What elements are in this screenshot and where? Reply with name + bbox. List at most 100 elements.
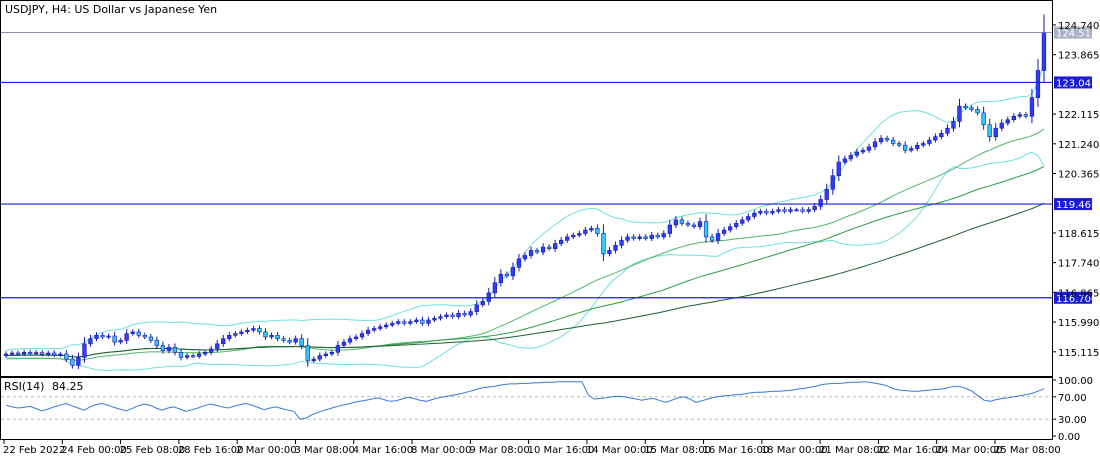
candle[interactable] [577,230,582,238]
candle[interactable] [565,233,570,243]
candle[interactable] [752,209,757,220]
candle[interactable] [691,222,697,229]
candle[interactable] [727,223,733,233]
candle[interactable] [215,339,220,352]
candle[interactable] [957,98,962,128]
candle[interactable] [740,216,745,226]
candle[interactable] [468,308,473,318]
candle[interactable] [100,332,105,340]
candle[interactable] [788,207,793,214]
candle[interactable] [27,349,33,356]
candle[interactable] [251,325,256,333]
candle[interactable] [528,246,534,259]
candle[interactable] [884,135,890,143]
candle[interactable] [848,152,854,162]
candle[interactable] [854,148,860,158]
candle[interactable] [293,335,298,345]
candle[interactable] [426,316,431,327]
candle[interactable] [257,325,262,335]
candle[interactable] [800,207,805,214]
candle[interactable] [94,332,99,342]
candle[interactable] [794,207,799,212]
candle[interactable] [142,332,147,340]
candle[interactable] [583,226,588,237]
candle[interactable] [33,350,39,356]
candle[interactable] [148,333,154,344]
candle[interactable] [420,316,425,327]
candle[interactable] [734,220,739,230]
candle[interactable] [3,351,9,358]
candle[interactable] [245,327,250,335]
candle[interactable] [184,353,190,360]
candle[interactable] [981,106,986,130]
candle[interactable] [305,338,310,367]
candle[interactable] [969,105,974,112]
candle[interactable] [685,220,691,228]
candle[interactable] [836,155,841,182]
candle[interactable] [1023,111,1029,119]
candle[interactable] [709,233,715,243]
candle[interactable] [335,341,341,356]
candle[interactable] [673,216,679,229]
candle[interactable] [311,356,316,363]
candle[interactable] [504,271,510,279]
candle[interactable] [359,330,365,340]
candle[interactable] [715,229,721,244]
candle[interactable] [721,226,727,237]
candle[interactable] [607,247,612,257]
candle[interactable] [172,343,178,356]
candle[interactable] [643,234,648,241]
candle[interactable] [939,130,944,140]
candle[interactable] [619,236,624,249]
candle[interactable] [764,208,769,216]
candle[interactable] [46,350,51,357]
candle[interactable] [909,145,914,153]
candle[interactable] [402,319,407,326]
candle[interactable] [770,208,775,216]
candle[interactable] [221,334,226,347]
candle[interactable] [945,124,950,137]
candle[interactable] [516,253,522,272]
candle[interactable] [896,140,902,148]
candle[interactable] [993,123,998,141]
candle[interactable] [353,334,359,341]
candle[interactable] [510,262,516,280]
candle[interactable] [474,300,479,316]
candle[interactable] [963,103,968,110]
candle[interactable] [697,217,703,230]
candle[interactable] [589,225,594,233]
candle[interactable] [456,310,461,320]
candle[interactable] [166,343,172,354]
candle[interactable] [498,269,504,287]
candle[interactable] [552,239,558,252]
candle[interactable] [154,336,160,349]
candle[interactable] [758,208,763,216]
candle[interactable] [39,350,45,357]
candle[interactable] [462,310,467,318]
candle[interactable] [438,314,443,321]
candle[interactable] [390,320,395,328]
candle[interactable] [15,350,21,356]
candle[interactable] [951,116,956,132]
candle[interactable] [329,349,335,357]
candle[interactable] [999,119,1004,132]
candle[interactable] [927,136,932,147]
candle[interactable] [383,322,389,329]
candle[interactable] [299,334,304,350]
candle[interactable] [371,325,377,333]
candle[interactable] [872,137,878,150]
candle[interactable] [522,252,528,262]
candle[interactable] [233,330,238,338]
candle[interactable] [124,329,129,344]
candle[interactable] [263,328,268,341]
candle[interactable] [281,336,286,343]
candle[interactable] [52,350,57,358]
candle[interactable] [571,232,576,239]
candle[interactable] [365,327,371,337]
candle[interactable] [933,133,938,143]
candle[interactable] [9,350,15,356]
candle[interactable] [806,207,811,214]
candle[interactable] [915,141,920,152]
candle[interactable] [70,354,75,369]
candle[interactable] [782,207,787,214]
